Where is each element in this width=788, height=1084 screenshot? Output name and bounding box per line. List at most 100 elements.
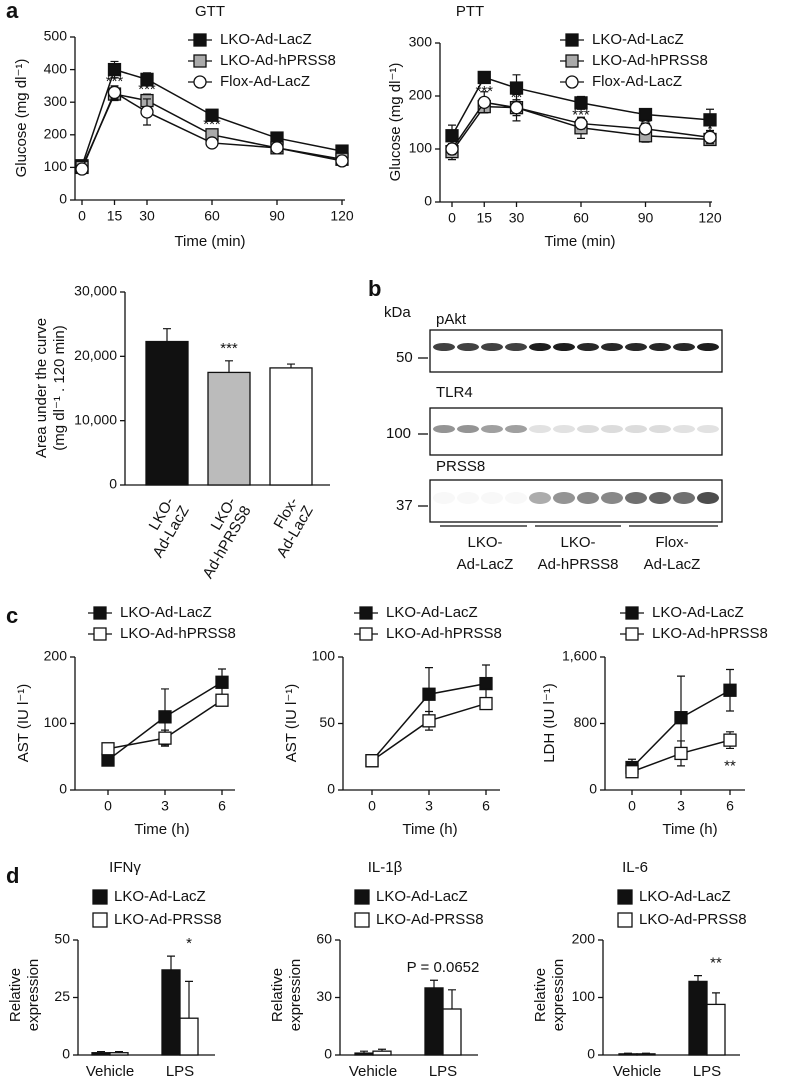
y-axis-label: expression bbox=[550, 959, 567, 1032]
blot-band bbox=[457, 343, 479, 351]
marker bbox=[477, 95, 491, 110]
blot-band bbox=[601, 425, 623, 433]
blot-band bbox=[697, 492, 719, 504]
legend-swatch bbox=[354, 889, 370, 905]
legend-label: LKO-Ad-LacZ bbox=[220, 31, 312, 48]
x-tick-label: 3 bbox=[161, 798, 169, 814]
legend-label: LKO-Ad-hPRSS8 bbox=[592, 52, 708, 69]
error-bar bbox=[163, 328, 171, 342]
legend-label: LKO-Ad-PRSS8 bbox=[639, 911, 747, 928]
blot-band bbox=[625, 492, 647, 504]
error-bar bbox=[448, 989, 456, 1009]
annotation: *** bbox=[475, 83, 493, 100]
legend-label: LKO-Ad-PRSS8 bbox=[114, 911, 222, 928]
marker bbox=[158, 710, 172, 724]
blot-band bbox=[553, 343, 575, 351]
bar bbox=[688, 980, 708, 1056]
bar bbox=[207, 371, 251, 486]
blot-band bbox=[649, 343, 671, 351]
y-tick-label: 0 bbox=[59, 781, 67, 797]
blot-band bbox=[577, 492, 599, 504]
bar bbox=[145, 340, 189, 486]
y-tick-label: 100 bbox=[44, 158, 68, 174]
marker bbox=[365, 754, 379, 768]
x-tick-label: 90 bbox=[638, 210, 654, 226]
legend-label: LKO-Ad-LacZ bbox=[376, 888, 468, 905]
marker bbox=[205, 108, 219, 122]
blot-band bbox=[457, 425, 479, 433]
bar bbox=[354, 1052, 374, 1056]
blot-band bbox=[553, 492, 575, 504]
legend-marker bbox=[93, 627, 107, 641]
x-tick-label: 90 bbox=[269, 208, 285, 224]
bar bbox=[109, 1052, 129, 1056]
legend-label: LKO-Ad-LacZ bbox=[592, 31, 684, 48]
marker bbox=[215, 693, 229, 707]
y-tick-label: 200 bbox=[572, 931, 596, 947]
marker bbox=[101, 742, 115, 756]
legend-label: LKO-Ad-hPRSS8 bbox=[220, 52, 336, 69]
y-axis-label: Glucose (mg dl⁻¹) bbox=[13, 59, 30, 178]
x-tick-label: LPS bbox=[166, 1063, 194, 1080]
x-tick-label: 30 bbox=[509, 210, 525, 226]
panel-label: b bbox=[368, 276, 381, 301]
x-tick-label: 0 bbox=[104, 798, 112, 814]
marker bbox=[674, 746, 688, 761]
marker bbox=[703, 130, 717, 144]
x-tick-label: LPS bbox=[693, 1063, 721, 1080]
series-line bbox=[451, 101, 711, 150]
y-axis-label: Glucose (mg dl⁻¹) bbox=[387, 63, 404, 182]
x-tick-label: 15 bbox=[476, 210, 492, 226]
x-tick-label: 60 bbox=[573, 210, 589, 226]
x-tick-label: 3 bbox=[425, 798, 433, 814]
chart-title: PTT bbox=[456, 3, 484, 20]
blot-marker: 50 bbox=[396, 349, 413, 366]
marker bbox=[479, 696, 493, 711]
y-tick-label: 25 bbox=[54, 988, 70, 1004]
blot-band bbox=[457, 492, 479, 504]
blot-band bbox=[673, 492, 695, 504]
blot-group-label: Ad-LacZ bbox=[644, 556, 701, 573]
annotation: ** bbox=[724, 757, 736, 774]
legend-marker bbox=[565, 33, 579, 47]
marker bbox=[674, 711, 688, 725]
blot-band bbox=[697, 425, 719, 433]
x-tick-label: 120 bbox=[330, 208, 354, 224]
x-tick-label: 0 bbox=[628, 798, 636, 814]
legend-label: Flox-Ad-LacZ bbox=[592, 73, 682, 90]
blot-band bbox=[697, 343, 719, 351]
annotation: *** bbox=[106, 73, 124, 90]
y-tick-label: 30 bbox=[316, 988, 332, 1004]
series-line bbox=[81, 68, 343, 167]
legend-swatch bbox=[92, 889, 108, 905]
blot-marker: 37 bbox=[396, 497, 413, 514]
legend-label: LKO-Ad-LacZ bbox=[386, 604, 478, 621]
marker bbox=[445, 142, 459, 156]
marker bbox=[723, 733, 737, 747]
annotation: ** bbox=[640, 116, 652, 133]
blot-band bbox=[529, 343, 551, 351]
y-tick-label: 20,000 bbox=[74, 347, 117, 363]
marker bbox=[205, 136, 219, 150]
panel-label: a bbox=[6, 0, 19, 23]
blot-band bbox=[601, 343, 623, 351]
legend-marker bbox=[625, 606, 639, 620]
bar bbox=[91, 1052, 111, 1056]
blot-band bbox=[577, 343, 599, 351]
blot-band bbox=[481, 343, 503, 351]
legend-marker bbox=[193, 54, 207, 68]
x-axis-label: Time (h) bbox=[662, 821, 717, 838]
y-axis-label: Relative bbox=[269, 968, 286, 1022]
legend-label: Flox-Ad-LacZ bbox=[220, 73, 310, 90]
x-tick-label: 6 bbox=[726, 798, 734, 814]
y-tick-label: 0 bbox=[109, 476, 117, 492]
x-tick-label: Vehicle bbox=[613, 1063, 661, 1080]
annotation: ** bbox=[511, 89, 523, 106]
panel-label: c bbox=[6, 603, 18, 628]
annotation: * bbox=[186, 935, 192, 952]
marker bbox=[107, 62, 122, 77]
y-axis-label: (mg dl⁻¹ . 120 min) bbox=[51, 325, 68, 450]
marker bbox=[140, 105, 154, 119]
marker bbox=[723, 683, 737, 697]
blot-band bbox=[673, 425, 695, 433]
